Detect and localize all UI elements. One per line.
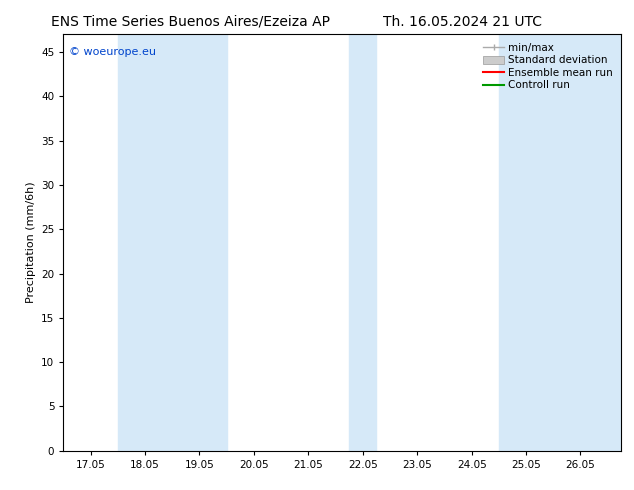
Text: Th. 16.05.2024 21 UTC: Th. 16.05.2024 21 UTC (384, 15, 542, 29)
Text: ENS Time Series Buenos Aires/Ezeiza AP: ENS Time Series Buenos Aires/Ezeiza AP (51, 15, 330, 29)
Legend: min/max, Standard deviation, Ensemble mean run, Controll run: min/max, Standard deviation, Ensemble me… (480, 40, 616, 94)
Bar (349, 34, 377, 451)
Bar (499, 34, 621, 451)
Text: © woeurope.eu: © woeurope.eu (69, 47, 156, 57)
Y-axis label: Precipitation (mm/6h): Precipitation (mm/6h) (25, 182, 36, 303)
Bar (118, 34, 227, 451)
